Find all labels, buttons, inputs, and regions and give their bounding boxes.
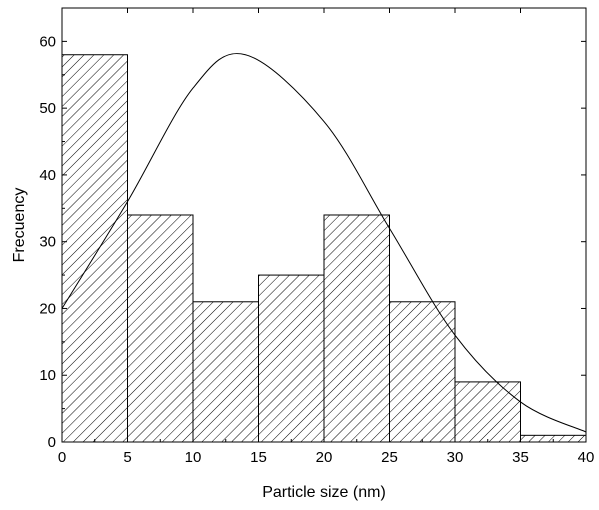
y-tick-label: 10 [39, 367, 56, 384]
x-axis-label: Particle size (nm) [262, 484, 386, 501]
y-tick-label: 40 [39, 167, 56, 184]
gaussian-fit-curve [61, 53, 587, 433]
x-tick-label: 15 [250, 449, 267, 466]
x-tick-label: 40 [578, 449, 595, 466]
y-tick-label: 0 [48, 434, 56, 451]
histogram-bar-1 [61, 54, 128, 443]
x-tick-label: 5 [123, 449, 131, 466]
y-tick-label: 50 [39, 100, 56, 117]
x-tick-label: 20 [316, 449, 333, 466]
bars-layer [61, 54, 587, 443]
x-tick-label: 25 [381, 449, 398, 466]
y-tick-label: 30 [39, 234, 56, 251]
ticks-layer: 0 5 10 15 20 25 30 35 40 0 10 20 30 40 50 60 [39, 8, 594, 466]
fit-curve-layer [61, 53, 587, 433]
histogram-bar-3 [192, 301, 259, 443]
y-tick-label: 60 [39, 33, 56, 50]
x-tick-label: 30 [447, 449, 464, 466]
x-tick-label: 10 [185, 449, 202, 466]
histogram-bar-6 [389, 301, 456, 443]
histogram-bar-5 [323, 214, 390, 443]
histogram-bar-4 [258, 274, 325, 443]
x-tick-label: 0 [58, 449, 66, 466]
y-tick-label: 20 [39, 300, 56, 317]
histogram-bar-7 [454, 381, 521, 443]
x-tick-label: 35 [512, 449, 529, 466]
histogram-bar-2 [127, 214, 194, 443]
y-axis-label: Frecuency [11, 188, 28, 263]
